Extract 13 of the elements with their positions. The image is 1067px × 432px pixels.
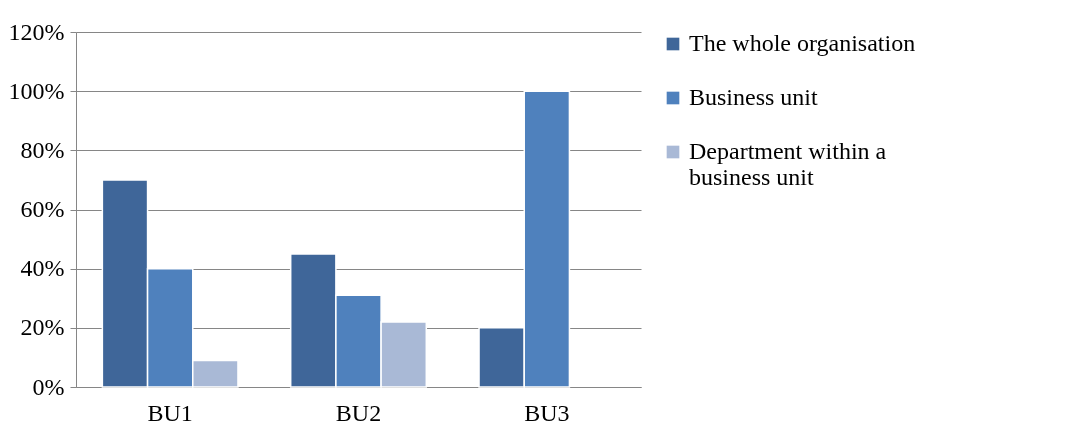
- y-tick-label: 60%: [20, 196, 65, 222]
- y-tick-label: 100%: [8, 77, 65, 104]
- legend-label: Department within a business unit: [689, 138, 887, 190]
- y-tick-label: 120%: [8, 18, 65, 45]
- y-tick-label: 0%: [32, 373, 65, 400]
- legend-label: Business unit: [689, 84, 819, 110]
- legend-label: The whole organisation: [689, 30, 916, 56]
- x-tick-label: BU3: [524, 399, 570, 426]
- y-tick-label: 80%: [20, 136, 65, 163]
- x-tick-label: BU1: [147, 399, 193, 426]
- y-tick-label: 20%: [20, 314, 65, 341]
- y-tick-label: 40%: [20, 255, 65, 282]
- x-tick-label: BU2: [335, 399, 382, 426]
